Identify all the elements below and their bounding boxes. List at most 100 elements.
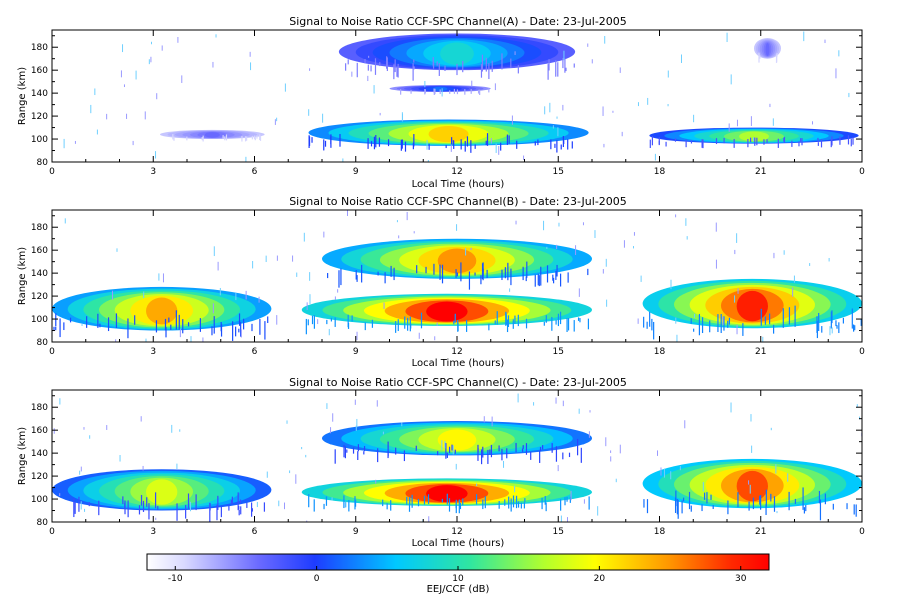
heatmap-streak [782,308,784,328]
heatmap-streak [232,321,234,341]
noise-speck [748,480,750,485]
y-tick-label: 160 [31,246,48,256]
noise-speck [667,103,669,107]
heatmap-streak [805,505,807,512]
noise-speck [533,402,535,406]
heatmap-streak [484,496,486,509]
noise-speck [162,273,164,283]
heatmap-streak [240,506,242,515]
noise-speck [557,465,559,472]
colorbar: -10 0 10 20 30 EEJ/CCF (dB) [146,553,770,595]
heatmap-streak [723,316,725,331]
noise-speck [619,67,621,73]
heatmap-streak [788,491,790,511]
heatmap-streak [259,135,262,141]
noise-speck [450,144,452,152]
noise-speck [376,400,378,407]
heatmap-streak [464,140,466,152]
heatmap-streak [357,444,359,452]
noise-speck [119,455,121,462]
x-tick-label: 3 [150,347,156,357]
noise-speck [434,336,436,341]
heatmap-streak [766,139,768,144]
y-tick-label: 100 [31,495,48,505]
heatmap-streak [466,136,469,147]
heatmap-streak [386,503,388,510]
heatmap-streak [517,65,519,74]
heatmap-streak [410,90,412,94]
heatmap-streak [377,271,379,276]
heatmap-streak [244,136,247,142]
heatmap-streak [710,494,712,500]
heatmap-streak [651,135,654,146]
noise-speck [428,516,430,522]
noise-speck [556,116,558,119]
panel-a-title: Signal to Noise Ratio CCF-SPC Channel(A)… [289,15,627,28]
heatmap-streak [164,318,167,331]
heatmap-streak [506,134,509,145]
noise-speck [145,338,147,342]
heatmap-streak [501,448,503,461]
noise-speck [552,125,554,129]
heatmap-streak [542,445,544,450]
heatmap-streak [356,62,358,78]
noise-speck [670,471,672,480]
heatmap-streak [791,140,793,147]
noise-speck [135,70,137,80]
noise-speck [406,211,408,221]
heatmap-streak [451,137,453,145]
heatmap-streak [504,267,506,279]
noise-speck [161,45,163,51]
heatmap-streak [480,275,482,285]
noise-speck [250,62,252,71]
heatmap-streak [264,321,266,340]
heatmap-streak [555,270,557,280]
heatmap-streak [423,495,426,505]
y-tick-label: 100 [31,135,48,145]
noise-speck [483,416,485,423]
noise-speck [578,288,580,297]
heatmap-region [52,286,272,341]
noise-speck [444,440,446,449]
heatmap-streak [259,134,261,141]
noise-speck [455,463,457,470]
heatmap-streak [562,452,564,460]
heatmap-streak [545,315,547,323]
noise-speck [737,288,739,294]
noise-speck [240,329,242,338]
noise-speck [256,501,258,508]
heatmap-streak [348,500,350,512]
heatmap-streak [555,60,557,77]
heatmap-streak [557,62,559,77]
heatmap-streak [127,318,129,339]
x-tick-label: 12 [451,347,462,357]
noise-speck [94,88,96,96]
noise-speck [441,440,443,451]
heatmap-streak [311,137,313,143]
noise-speck [751,445,753,453]
heatmap-streak [794,498,797,504]
heatmap-streak [709,320,711,333]
heatmap-streak [555,319,557,325]
heatmap-streak [693,328,695,332]
heatmap-streak [569,496,571,503]
heatmap-streak [254,137,256,141]
noise-speck [245,156,247,162]
noise-speck [81,323,83,326]
noise-speck [245,290,247,300]
heatmap-streak [850,138,852,147]
noise-speck [685,218,687,226]
heatmap-level [736,290,768,322]
heatmap-streak [305,318,307,335]
heatmap-streak [480,64,483,78]
noise-speck [591,59,593,64]
heatmap-streak [507,262,509,281]
heatmap-streak [343,444,345,458]
noise-speck [543,220,545,231]
colorbar-tick-label: 10 [452,574,464,584]
noise-speck [303,232,305,242]
noise-speck [605,258,607,267]
heatmap-streak [409,497,411,506]
x-tick-label: 21 [755,167,766,177]
